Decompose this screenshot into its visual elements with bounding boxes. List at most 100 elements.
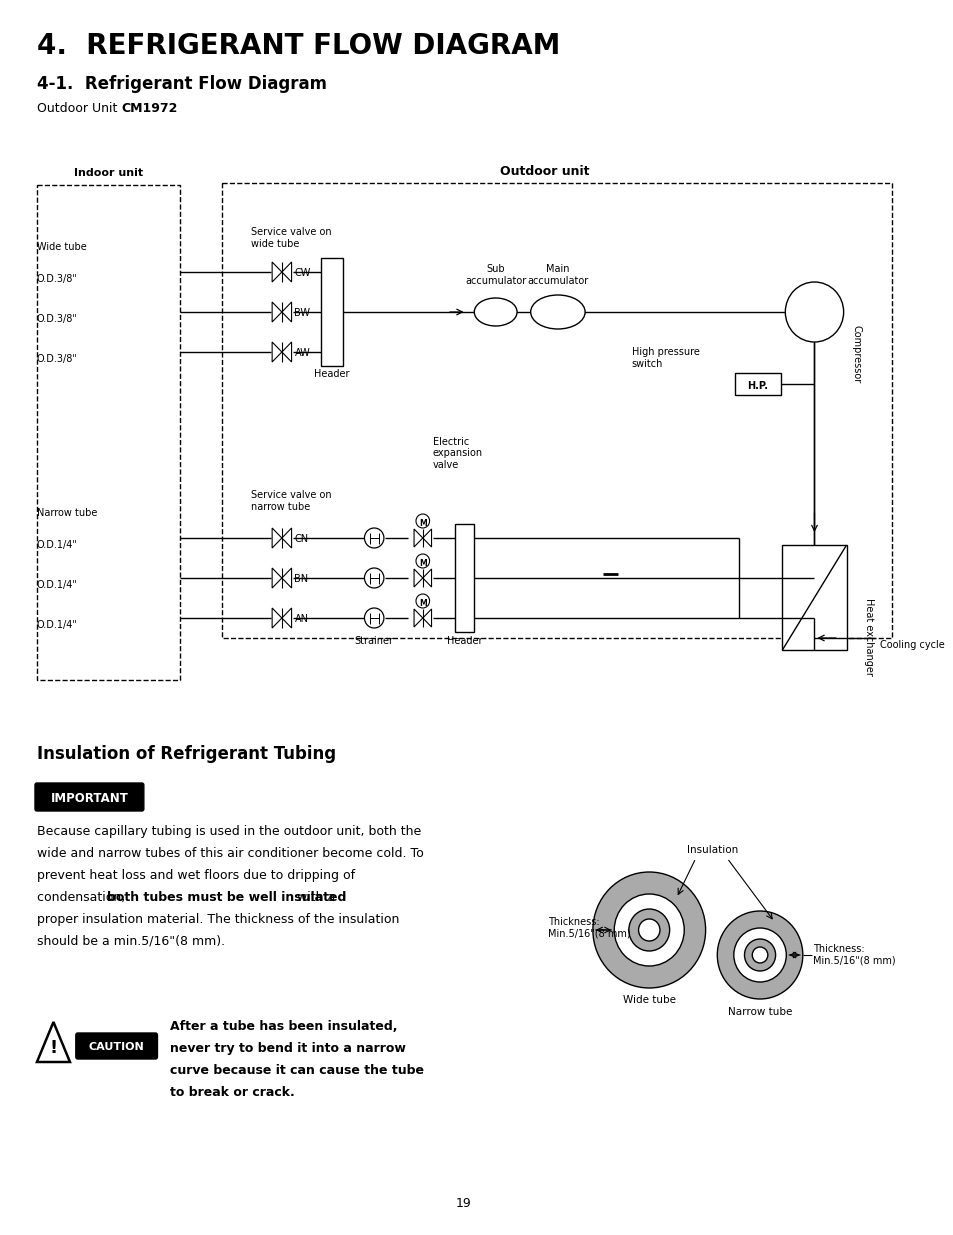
Circle shape xyxy=(752,947,767,963)
Text: condensation,: condensation, xyxy=(37,890,129,904)
Circle shape xyxy=(364,529,383,548)
Circle shape xyxy=(364,568,383,588)
Circle shape xyxy=(416,555,429,568)
Polygon shape xyxy=(281,262,292,282)
Polygon shape xyxy=(414,529,422,547)
Text: Narrow tube: Narrow tube xyxy=(37,508,97,517)
Bar xyxy=(734,373,781,395)
Text: Compressor: Compressor xyxy=(850,325,861,383)
Text: Insulation of Refrigerant Tubing: Insulation of Refrigerant Tubing xyxy=(37,745,335,763)
FancyBboxPatch shape xyxy=(35,783,144,811)
Text: H.P.: H.P. xyxy=(747,382,768,391)
Text: O.D.1/4": O.D.1/4" xyxy=(37,540,78,550)
Text: Heat exchanger: Heat exchanger xyxy=(863,598,873,676)
Text: Strainer: Strainer xyxy=(355,636,394,646)
Text: BW: BW xyxy=(294,308,310,317)
Polygon shape xyxy=(414,569,422,587)
Text: O.D.1/4": O.D.1/4" xyxy=(37,620,78,630)
Polygon shape xyxy=(422,529,431,547)
Bar xyxy=(37,185,179,680)
Text: Insulation: Insulation xyxy=(686,845,738,855)
Text: CM1972: CM1972 xyxy=(121,103,177,115)
Text: Service valve on
wide tube: Service valve on wide tube xyxy=(251,227,331,248)
Polygon shape xyxy=(422,569,431,587)
Text: Electric
expansion
valve: Electric expansion valve xyxy=(432,437,482,471)
Text: curve because it can cause the tube: curve because it can cause the tube xyxy=(170,1065,424,1077)
Text: Because capillary tubing is used in the outdoor unit, both the: Because capillary tubing is used in the … xyxy=(37,825,420,839)
Text: never try to bend it into a narrow: never try to bend it into a narrow xyxy=(170,1042,406,1055)
Text: 4-1.  Refrigerant Flow Diagram: 4-1. Refrigerant Flow Diagram xyxy=(37,75,327,93)
Polygon shape xyxy=(281,303,292,322)
Text: 19: 19 xyxy=(456,1197,471,1210)
Polygon shape xyxy=(272,303,281,322)
Circle shape xyxy=(416,594,429,608)
Text: Outdoor Unit: Outdoor Unit xyxy=(37,103,130,115)
Text: O.D.3/8": O.D.3/8" xyxy=(37,314,78,324)
Text: Main
accumulator: Main accumulator xyxy=(527,264,588,287)
Polygon shape xyxy=(281,342,292,362)
Polygon shape xyxy=(272,262,281,282)
Text: proper insulation material. The thickness of the insulation: proper insulation material. The thicknes… xyxy=(37,913,399,926)
Polygon shape xyxy=(272,342,281,362)
Text: Thickness:
Min.5/16"(8 mm): Thickness: Min.5/16"(8 mm) xyxy=(548,918,630,939)
Circle shape xyxy=(614,894,683,966)
Text: AN: AN xyxy=(294,614,308,624)
Text: Header: Header xyxy=(314,369,349,379)
Text: M: M xyxy=(418,559,426,568)
Text: M: M xyxy=(418,520,426,529)
Circle shape xyxy=(628,909,669,951)
Text: Cooling cycle: Cooling cycle xyxy=(879,640,943,650)
Text: should be a min.5/16"(8 mm).: should be a min.5/16"(8 mm). xyxy=(37,935,225,948)
Ellipse shape xyxy=(530,295,584,329)
Circle shape xyxy=(416,514,429,529)
FancyBboxPatch shape xyxy=(75,1032,157,1058)
Text: High pressure
switch: High pressure switch xyxy=(631,347,699,369)
Bar xyxy=(455,524,474,632)
Polygon shape xyxy=(272,568,281,588)
Text: Sub
accumulator: Sub accumulator xyxy=(464,264,526,287)
Text: to break or crack.: to break or crack. xyxy=(170,1086,294,1099)
Text: BN: BN xyxy=(294,574,309,584)
Text: CN: CN xyxy=(294,534,309,543)
Text: both tubes must be well insulated: both tubes must be well insulated xyxy=(107,890,346,904)
Polygon shape xyxy=(281,568,292,588)
Text: O.D.3/8": O.D.3/8" xyxy=(37,354,78,364)
Polygon shape xyxy=(422,609,431,627)
Polygon shape xyxy=(272,608,281,629)
Polygon shape xyxy=(281,529,292,548)
Circle shape xyxy=(784,282,842,342)
Circle shape xyxy=(364,608,383,629)
Bar xyxy=(320,258,343,366)
Circle shape xyxy=(592,872,705,988)
Text: Indoor unit: Indoor unit xyxy=(74,168,143,178)
Polygon shape xyxy=(272,529,281,548)
Circle shape xyxy=(733,927,785,982)
Text: Wide tube: Wide tube xyxy=(37,242,87,252)
Text: Narrow tube: Narrow tube xyxy=(727,1007,791,1016)
Circle shape xyxy=(717,911,802,999)
Text: CAUTION: CAUTION xyxy=(89,1042,144,1052)
Text: O.D.1/4": O.D.1/4" xyxy=(37,580,78,590)
Polygon shape xyxy=(37,1023,70,1062)
Circle shape xyxy=(638,919,659,941)
Text: Wide tube: Wide tube xyxy=(622,995,675,1005)
Text: O.D.3/8": O.D.3/8" xyxy=(37,274,78,284)
Text: M: M xyxy=(418,599,426,609)
Text: 4.  REFRIGERANT FLOW DIAGRAM: 4. REFRIGERANT FLOW DIAGRAM xyxy=(37,32,559,61)
Polygon shape xyxy=(414,609,422,627)
Polygon shape xyxy=(281,608,292,629)
Text: prevent heat loss and wet floors due to dripping of: prevent heat loss and wet floors due to … xyxy=(37,869,355,882)
Circle shape xyxy=(743,939,775,971)
Text: Header: Header xyxy=(446,636,482,646)
Text: wide and narrow tubes of this air conditioner become cold. To: wide and narrow tubes of this air condit… xyxy=(37,847,423,860)
Text: Outdoor unit: Outdoor unit xyxy=(499,165,588,178)
Text: Service valve on
narrow tube: Service valve on narrow tube xyxy=(251,490,331,511)
Text: AW: AW xyxy=(294,348,310,358)
Text: IMPORTANT: IMPORTANT xyxy=(51,792,129,804)
Text: CW: CW xyxy=(294,268,311,278)
Text: After a tube has been insulated,: After a tube has been insulated, xyxy=(170,1020,397,1032)
Text: !: ! xyxy=(50,1039,57,1057)
Bar xyxy=(221,183,891,638)
Text: with a: with a xyxy=(293,890,335,904)
Text: Thickness:
Min.5/16"(8 mm): Thickness: Min.5/16"(8 mm) xyxy=(812,945,894,966)
